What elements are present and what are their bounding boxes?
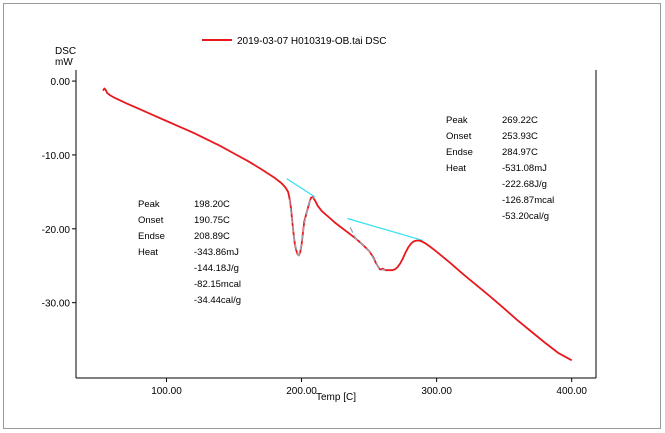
- annotation-value: -222.68J/g: [502, 179, 547, 190]
- x-axis-label: Temp [C]: [316, 392, 356, 403]
- annotation-label: Heat: [138, 247, 158, 258]
- annotation-value: -126.87mcal: [502, 195, 554, 206]
- peak-annotations: Peak 198.20C Onset 190.75C Endse 208.89C Heat -…: [138, 115, 554, 306]
- plot-area: [75, 70, 597, 379]
- annotation-value: 284.97C: [502, 147, 538, 158]
- annotation-label: Endse: [138, 231, 165, 242]
- x-tick-label: 300.00: [421, 386, 452, 397]
- y-axis-unit: mW: [55, 57, 73, 68]
- annotation-value: -531.08mJ: [502, 163, 547, 174]
- annotation-label: Onset: [138, 215, 164, 226]
- peak-integration-trace: [349, 227, 386, 271]
- y-tick-label: -30.00: [42, 299, 71, 310]
- window-border: [3, 3, 661, 429]
- annotation-value: -144.18J/g: [194, 263, 239, 274]
- series: [102, 87, 573, 362]
- y-tick-label: -20.00: [42, 225, 71, 236]
- peak-integration-trace: [288, 197, 314, 257]
- annotation-label: Peak: [138, 199, 160, 210]
- legend-label: 2019-03-07 H010319-OB.tai DSC: [237, 36, 387, 47]
- y-axis-label: DSC: [55, 46, 76, 57]
- x-tick-label: 400.00: [556, 386, 587, 397]
- dsc-curve: [102, 87, 573, 362]
- y-tick-label: 0.00: [51, 77, 71, 88]
- peak-baseline: [286, 178, 316, 198]
- annotation-value: 208.89C: [194, 231, 230, 242]
- x-axis: 100.00 200.00 300.00 400.00: [151, 378, 587, 397]
- peak-overlays: [288, 197, 386, 271]
- annotation-label: Onset: [446, 131, 472, 142]
- annotation-value: 198.20C: [194, 199, 230, 210]
- peak-annotation-2: Peak 269.22C Onset 253.93C Endse 284.97C Heat -…: [446, 115, 554, 222]
- x-tick-label: 200.00: [286, 386, 317, 397]
- peak-annotation-1: Peak 198.20C Onset 190.75C Endse 208.89C Heat -…: [138, 199, 241, 306]
- annotation-value: 253.93C: [502, 131, 538, 142]
- x-tick-label: 100.00: [151, 386, 182, 397]
- annotation-value: 190.75C: [194, 215, 230, 226]
- legend: 2019-03-07 H010319-OB.tai DSC: [202, 36, 387, 47]
- baselines: [286, 178, 424, 242]
- peak-baseline: [347, 217, 424, 242]
- y-axis: 0.00 -10.00 -20.00 -30.00: [42, 77, 76, 310]
- annotation-label: Peak: [446, 115, 468, 126]
- annotation-value: 269.22C: [502, 115, 538, 126]
- annotation-value: -34.44cal/g: [194, 295, 241, 306]
- annotation-label: Heat: [446, 163, 466, 174]
- annotation-value: -82.15mcal: [194, 279, 241, 290]
- annotation-value: -343.86mJ: [194, 247, 239, 258]
- annotation-value: -53.20cal/g: [502, 211, 549, 222]
- y-tick-label: -10.00: [42, 151, 71, 162]
- annotation-label: Endse: [446, 147, 473, 158]
